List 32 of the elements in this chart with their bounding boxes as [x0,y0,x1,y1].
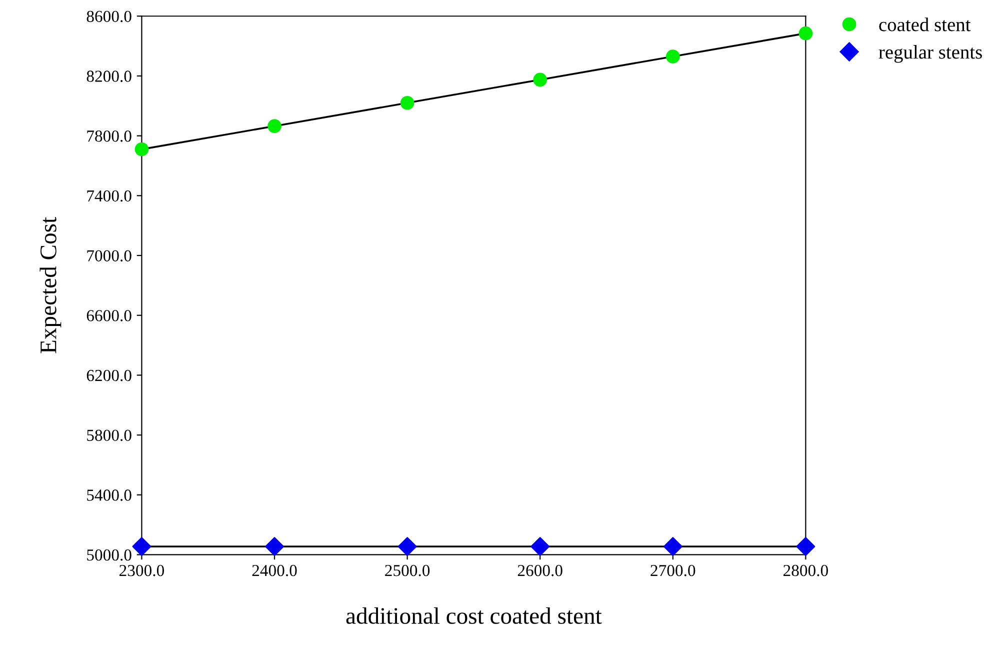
point [134,142,149,156]
y-axis-title: Expected Cost [40,217,62,354]
x-tick-label: 2400.0 [252,564,297,576]
point [400,96,414,110]
point [265,536,284,556]
point [268,119,282,133]
point [796,536,816,556]
point [533,72,547,87]
point [666,50,680,64]
x-tick-label: 2300.0 [120,564,164,576]
point [530,536,550,556]
legend-label: regular stents [878,45,982,63]
x-tick-label: 2600.0 [518,564,562,576]
y-tick-label: 7000.0 [87,250,132,262]
y-tick-label: 8600.0 [86,10,132,22]
point [398,536,417,556]
y-tick-label: 6200.0 [86,370,132,382]
x-tick-label: 2500.0 [385,564,430,576]
y-tick-label: 8200.0 [86,70,132,82]
point [663,536,682,556]
y-tick-label: 5400.0 [87,490,132,501]
legend-label: coated stent [879,18,971,32]
x-tick-label: 2800.0 [784,564,828,576]
point [132,536,152,556]
y-tick-label: 7800.0 [87,130,132,142]
x-tick-label: 2700.0 [650,564,696,576]
y-tick-label: 7400.0 [87,190,132,202]
y-tick-label: 5000.0 [87,549,132,561]
x-axis-title: additional cost coated stent [346,607,602,624]
y-tick-label: 6600.0 [86,310,132,322]
y-tick-label: 5800.0 [87,430,132,442]
point [798,26,813,40]
